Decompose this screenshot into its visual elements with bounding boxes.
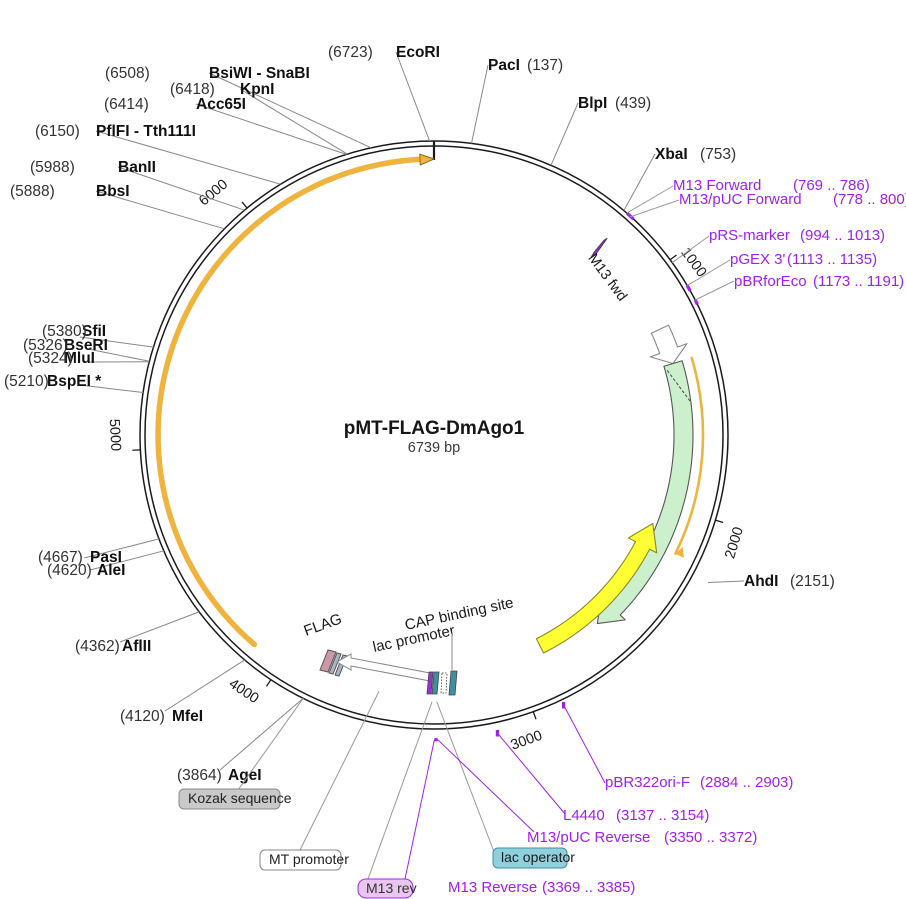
- svg-text:4000: 4000: [226, 676, 262, 707]
- svg-text:(5888): (5888): [10, 183, 55, 200]
- svg-text:(1113 .. 1135): (1113 .. 1135): [787, 251, 877, 268]
- svg-text:pGEX 3': pGEX 3': [730, 251, 786, 268]
- svg-text:(6723): (6723): [328, 44, 373, 61]
- svg-text:6739 bp: 6739 bp: [408, 440, 460, 456]
- svg-text:(439): (439): [615, 95, 651, 112]
- svg-text:M13/pUC Reverse: M13/pUC Reverse: [527, 829, 650, 846]
- svg-text:BbsI: BbsI: [96, 183, 130, 200]
- svg-text:(3137 .. 3154): (3137 .. 3154): [616, 807, 709, 824]
- svg-text:M13 fwd: M13 fwd: [584, 251, 630, 305]
- svg-text:CAP binding site: CAP binding site: [403, 594, 515, 634]
- svg-text:(5210): (5210): [4, 373, 49, 390]
- svg-text:M13 Reverse: M13 Reverse: [448, 879, 537, 896]
- svg-text:M13/pUC Forward: M13/pUC Forward: [679, 191, 802, 208]
- svg-text:(6150): (6150): [35, 123, 80, 140]
- svg-text:(6414): (6414): [104, 96, 149, 113]
- svg-text:(137): (137): [527, 57, 563, 74]
- svg-text:Kozak sequence: Kozak sequence: [188, 790, 292, 806]
- svg-text:(3350 .. 3372): (3350 .. 3372): [664, 829, 757, 846]
- svg-text:pMT-FLAG-DmAgo1: pMT-FLAG-DmAgo1: [344, 418, 525, 439]
- svg-text:(3369 .. 3385): (3369 .. 3385): [542, 879, 635, 896]
- svg-text:FLAG: FLAG: [302, 610, 345, 639]
- svg-text:BlpI: BlpI: [578, 95, 607, 112]
- svg-text:(4620): (4620): [47, 562, 92, 579]
- svg-text:(6418): (6418): [170, 81, 215, 98]
- svg-text:(5324): (5324): [28, 350, 73, 367]
- svg-text:5000: 5000: [106, 418, 124, 451]
- svg-text:Acc65I: Acc65I: [196, 96, 246, 113]
- svg-text:MT promoter: MT promoter: [269, 851, 349, 867]
- svg-text:AleI: AleI: [97, 562, 125, 579]
- svg-text:6000: 6000: [196, 176, 231, 209]
- svg-text:(2884 .. 2903): (2884 .. 2903): [700, 774, 793, 791]
- svg-text:BanII: BanII: [118, 159, 156, 176]
- svg-text:lac operator: lac operator: [501, 849, 575, 865]
- svg-text:MfeI: MfeI: [172, 708, 203, 725]
- svg-text:2000: 2000: [722, 525, 747, 561]
- svg-text:(2151): (2151): [790, 573, 835, 590]
- svg-text:pBRforEco: pBRforEco: [734, 273, 807, 290]
- svg-text:L4440: L4440: [563, 807, 605, 824]
- svg-text:AhdI: AhdI: [744, 573, 778, 590]
- svg-text:BsiWI - SnaBI: BsiWI - SnaBI: [209, 65, 310, 82]
- svg-text:PacI: PacI: [488, 57, 520, 74]
- svg-text:(6508): (6508): [105, 65, 150, 82]
- svg-text:AflII: AflII: [122, 638, 151, 655]
- svg-text:XbaI: XbaI: [655, 146, 688, 163]
- svg-text:(778 .. 800): (778 .. 800): [833, 191, 906, 208]
- svg-text:pRS-marker: pRS-marker: [709, 227, 790, 244]
- svg-text:(4362): (4362): [75, 638, 120, 655]
- svg-text:(753): (753): [700, 146, 736, 163]
- svg-text:3000: 3000: [509, 728, 545, 754]
- svg-text:(4120): (4120): [120, 708, 165, 725]
- svg-text:(3864): (3864): [177, 767, 222, 784]
- svg-text:pBR322ori-F: pBR322ori-F: [605, 774, 690, 791]
- svg-text:M13 rev: M13 rev: [366, 880, 417, 896]
- svg-text:AgeI: AgeI: [228, 767, 262, 784]
- svg-text:(994 .. 1013): (994 .. 1013): [800, 227, 885, 244]
- svg-text:EcoRI: EcoRI: [396, 44, 440, 61]
- svg-text:(1173 .. 1191): (1173 .. 1191): [813, 273, 904, 290]
- svg-text:BspEI *: BspEI *: [47, 373, 102, 390]
- svg-text:(5988): (5988): [30, 159, 75, 176]
- svg-text:PflFI - Tth111I: PflFI - Tth111I: [96, 123, 196, 140]
